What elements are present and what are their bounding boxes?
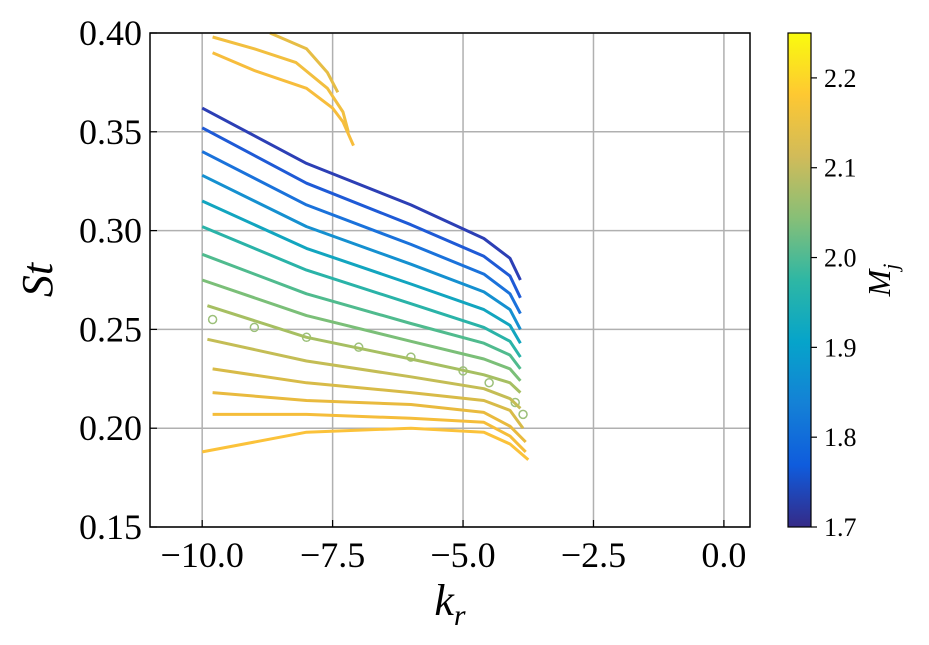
x-axis-label-sub: r (454, 599, 466, 632)
y-tick-label: 0.40 (79, 13, 142, 53)
colorbar-tick-label: 2.2 (824, 64, 857, 93)
x-tick-label: −2.5 (561, 535, 626, 575)
data-line (201, 106, 522, 281)
data-line (201, 426, 530, 461)
data-point (510, 397, 520, 408)
x-tick-label: −10.0 (161, 535, 244, 575)
colorbar-tick-label: 1.8 (824, 423, 857, 452)
y-axis-label: St (13, 261, 62, 297)
data-line (207, 337, 522, 410)
x-tick-label: −5.0 (430, 535, 495, 575)
x-tick-label: −7.5 (300, 535, 365, 575)
colorbar-tick-label: 1.9 (824, 333, 857, 362)
data-point (207, 314, 218, 325)
y-tick-label: 0.25 (79, 309, 142, 349)
data-line (201, 150, 522, 315)
data-line (212, 412, 527, 453)
data-line (269, 31, 340, 93)
colorbar-tick-label: 2.1 (824, 154, 857, 183)
x-axis-label: kr (434, 576, 466, 632)
data-point (518, 409, 528, 420)
data-line (206, 304, 522, 394)
axes-frame (149, 32, 751, 528)
data-line (201, 225, 522, 358)
data-line (201, 199, 522, 344)
y-tick-label: 0.30 (79, 211, 142, 251)
data-line (201, 278, 522, 382)
colorbar-label-base: M (861, 267, 897, 297)
plot-area (201, 31, 530, 461)
x-axis-label-base: k (434, 576, 455, 625)
data-line (201, 252, 522, 370)
data-point (249, 322, 260, 333)
data-line (212, 367, 525, 430)
data-line (201, 173, 522, 331)
colorbar-tick-label: 1.7 (824, 513, 857, 542)
y-tick-label: 0.20 (79, 408, 142, 448)
y-tick-label: 0.15 (79, 507, 142, 547)
colorbar-tick-label: 2.0 (824, 244, 857, 273)
data-line (212, 51, 355, 147)
data-point (484, 378, 494, 388)
data-line (212, 391, 527, 444)
y-tick-label: 0.35 (79, 112, 142, 152)
colorbar-label-sub: j (878, 264, 903, 273)
colorbar (787, 32, 812, 528)
x-tick-label: 0.0 (701, 535, 746, 575)
data-line (212, 35, 350, 133)
colorbar-label: Mj (861, 264, 903, 298)
data-line (201, 126, 522, 299)
